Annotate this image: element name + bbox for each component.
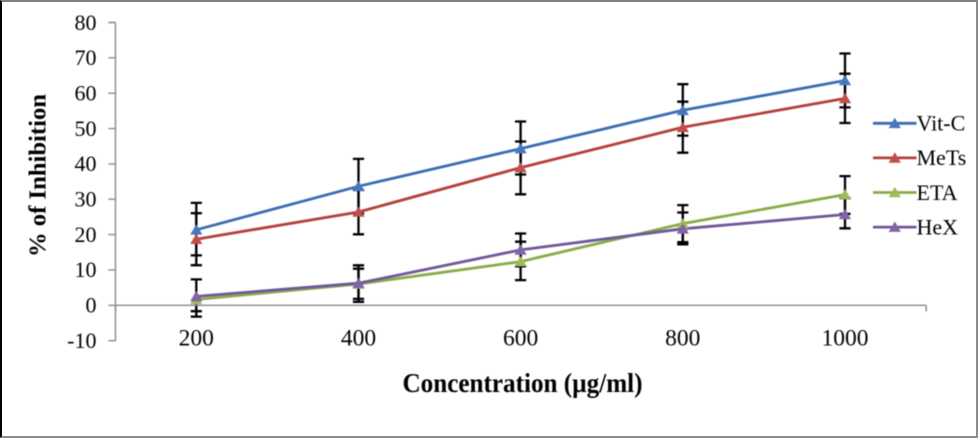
svg-text:HeX: HeX [917, 214, 959, 239]
svg-text:30: 30 [75, 187, 97, 212]
svg-text:400: 400 [341, 325, 376, 351]
svg-text:ETA: ETA [917, 180, 958, 205]
svg-text:10: 10 [75, 257, 97, 282]
svg-text:800: 800 [665, 325, 700, 351]
svg-text:70: 70 [75, 45, 97, 70]
svg-text:% of Inhibition: % of Inhibition [25, 94, 52, 257]
svg-text:MeTs: MeTs [917, 145, 967, 170]
svg-text:50: 50 [75, 116, 97, 141]
svg-text:200: 200 [179, 325, 214, 351]
svg-text:80: 80 [75, 10, 97, 35]
svg-text:Concentration (µg/ml): Concentration (µg/ml) [403, 367, 643, 398]
svg-text:600: 600 [503, 325, 538, 351]
svg-text:60: 60 [75, 81, 97, 106]
svg-text:1000: 1000 [822, 325, 869, 351]
svg-text:40: 40 [75, 151, 97, 176]
svg-text:Vit-C: Vit-C [917, 111, 966, 136]
svg-text:-10: -10 [67, 328, 96, 353]
svg-text:0: 0 [86, 293, 97, 318]
svg-text:20: 20 [75, 222, 97, 247]
